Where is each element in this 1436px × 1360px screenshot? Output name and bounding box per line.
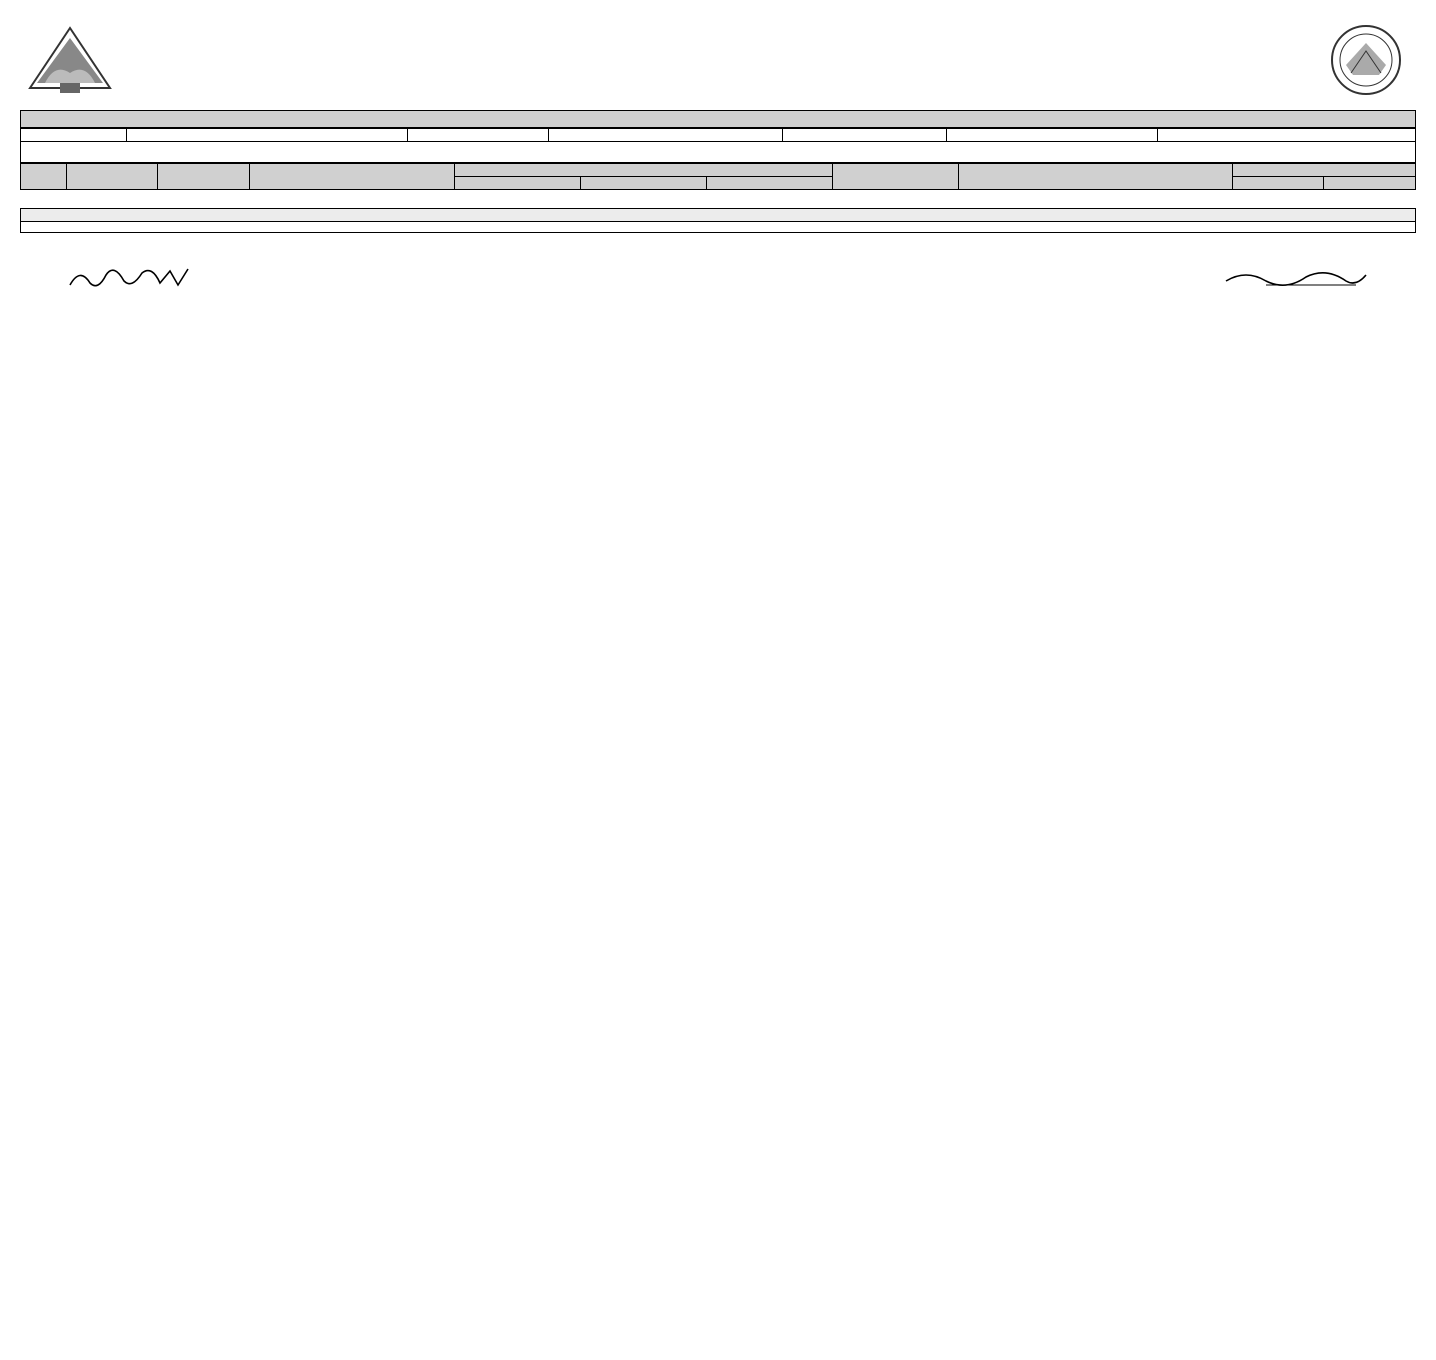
center-date (1158, 129, 1416, 142)
exam-center-table (20, 163, 1416, 190)
adv-date-value (548, 129, 782, 142)
col-from (1232, 177, 1323, 190)
col-type (158, 164, 249, 190)
signatures-row (20, 257, 1416, 297)
col-adv (66, 164, 157, 190)
col-roll (1232, 164, 1415, 177)
page-header (20, 20, 1416, 100)
signature-scribble-icon (60, 257, 220, 293)
col-to (1324, 177, 1416, 190)
psc-seal-icon (1316, 20, 1416, 100)
notice-paragraph (20, 142, 1416, 163)
nikaya-label (21, 129, 127, 142)
signature-left (60, 257, 220, 297)
info-table (20, 128, 1416, 142)
col-post (249, 164, 455, 190)
covid-title (21, 209, 1415, 222)
col-center (958, 164, 1232, 190)
nikaya-value (126, 129, 407, 142)
signature-right (1216, 257, 1376, 297)
notice-title-bar (20, 110, 1416, 128)
col-candidates (832, 164, 958, 190)
signature-scribble-icon (1216, 257, 1376, 293)
nepal-emblem-icon (20, 20, 120, 100)
col-paper2 (455, 177, 581, 190)
adv-date-label (407, 129, 548, 142)
col-paper3 (581, 177, 707, 190)
col-paper4 (707, 177, 833, 190)
prog-date-value (947, 129, 1158, 142)
col-phase2 (455, 164, 832, 177)
prog-date-label (782, 129, 946, 142)
col-sn (21, 164, 67, 190)
covid-guidelines-box (20, 208, 1416, 233)
